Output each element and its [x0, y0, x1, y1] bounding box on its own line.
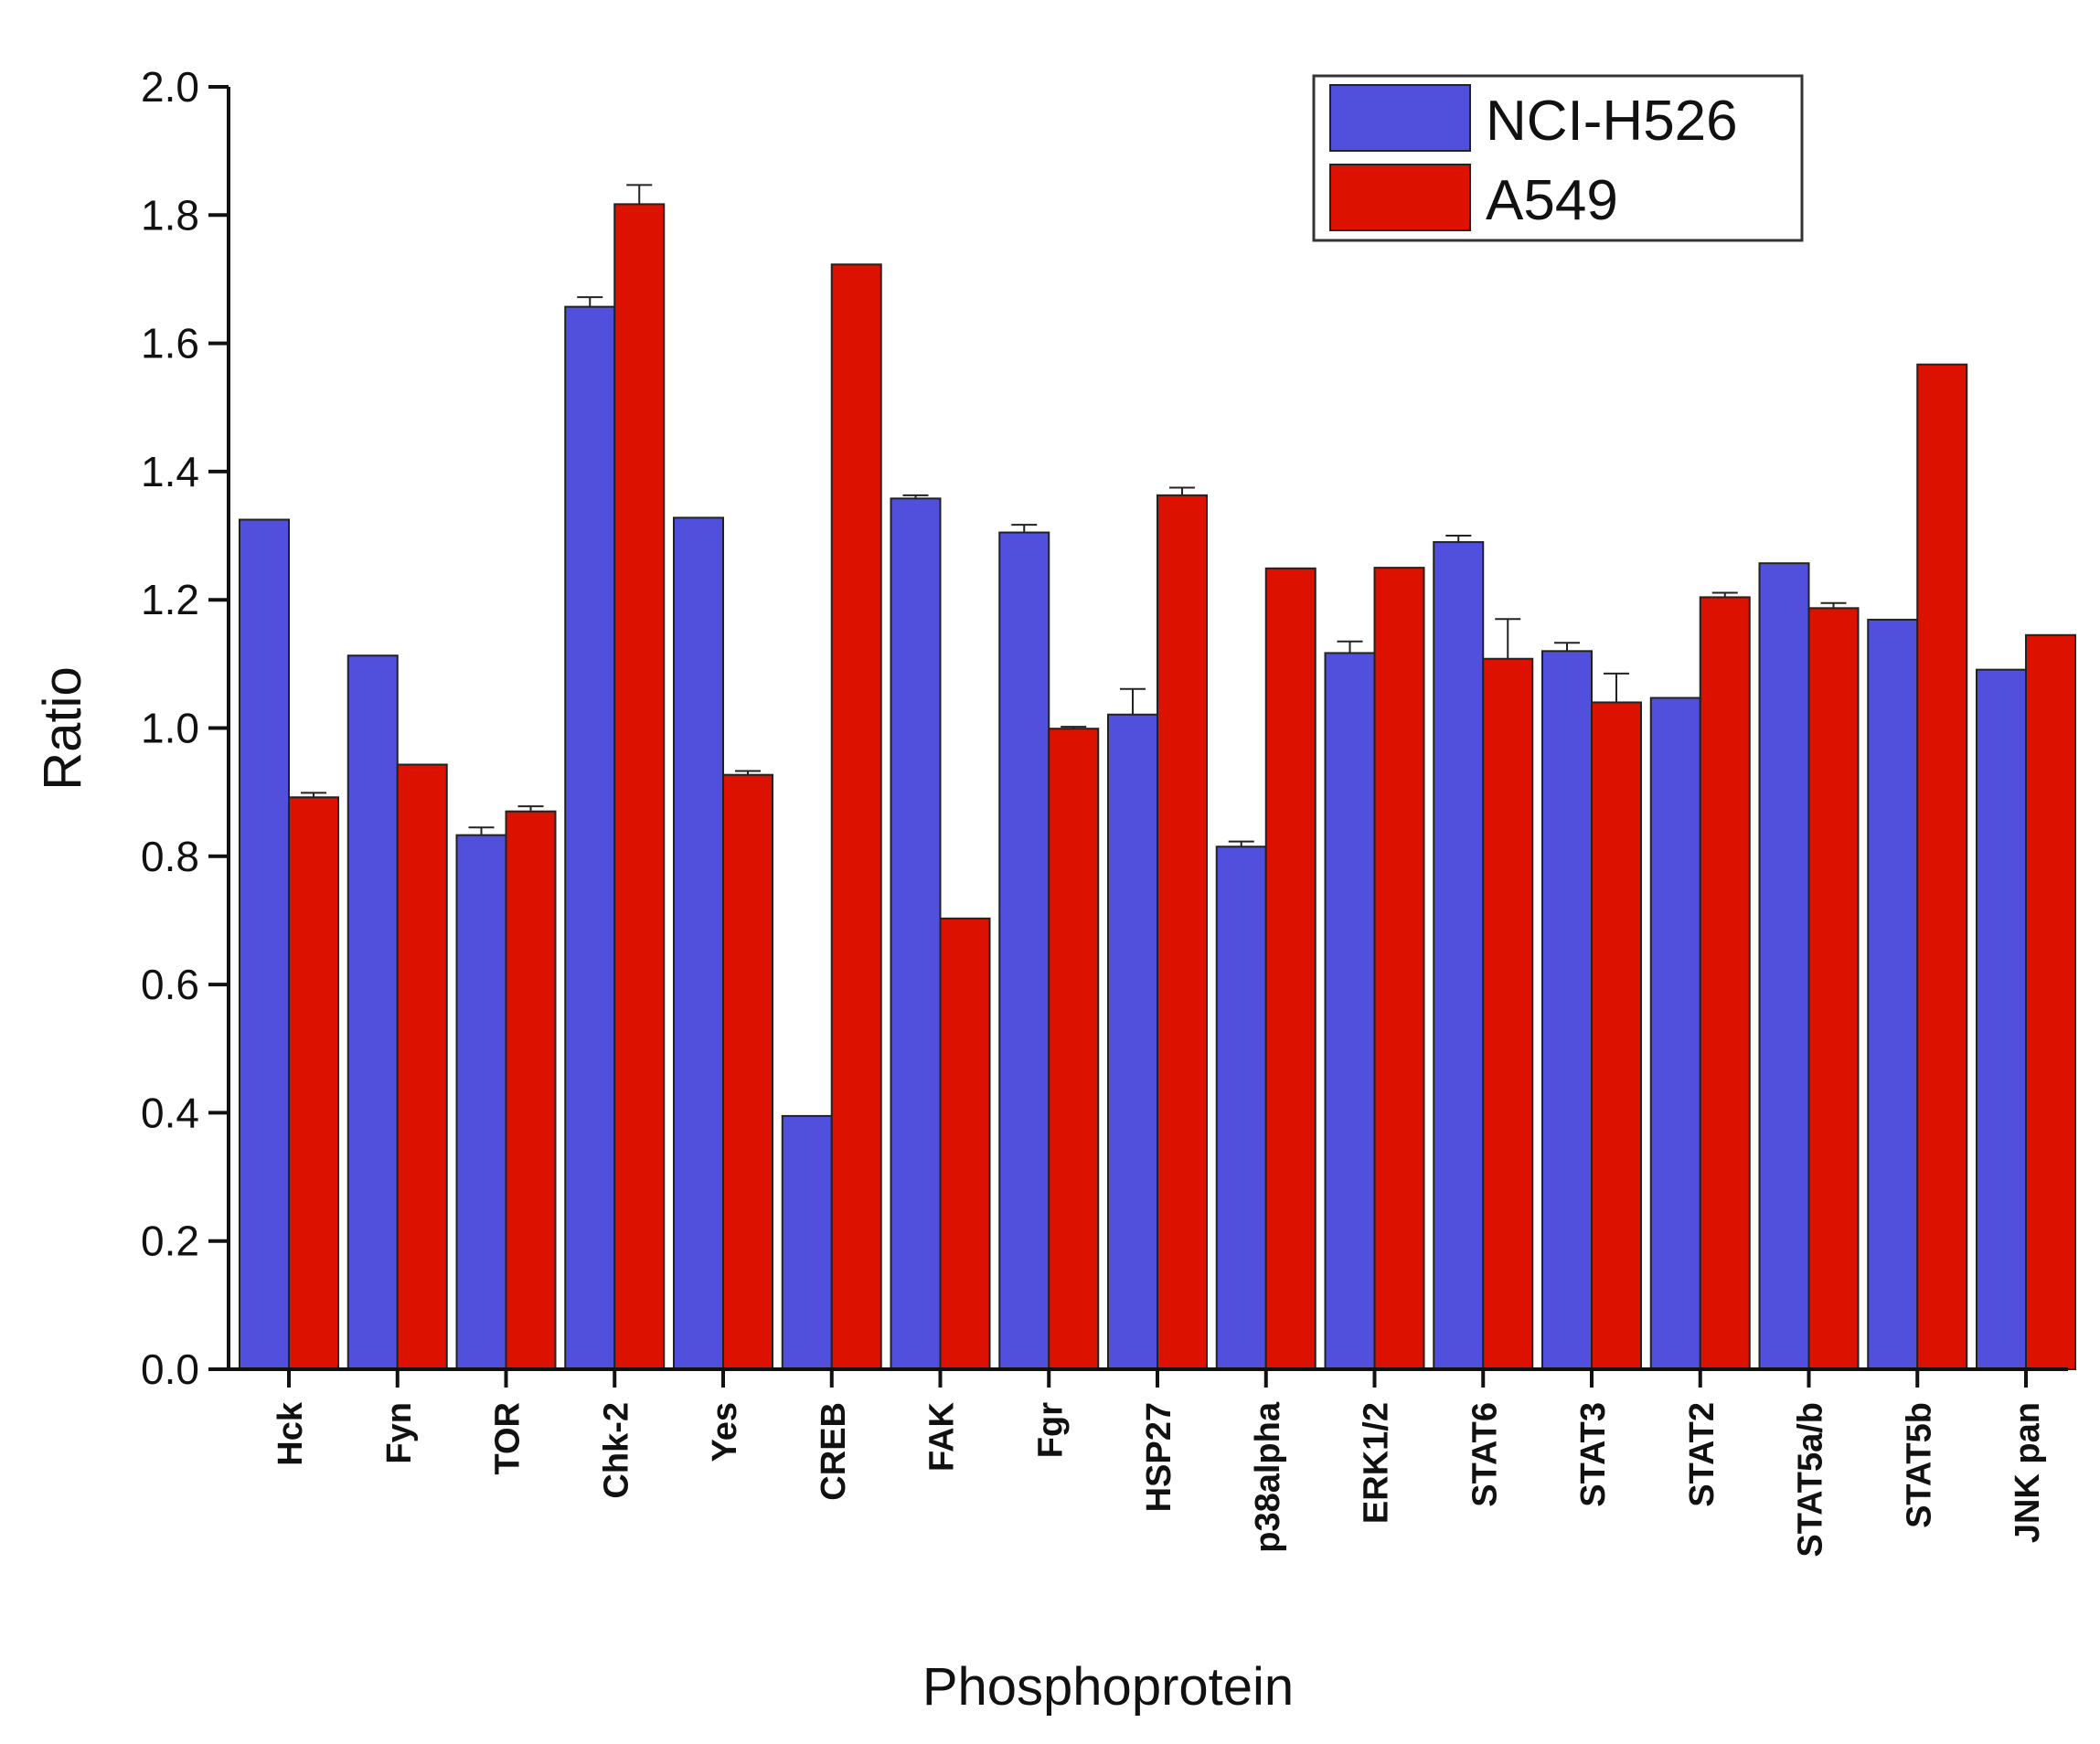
y-tick-label: 0.0 [141, 1345, 199, 1393]
bar-nci-h526-creb [781, 1114, 833, 1370]
x-tick-label: Fyn [380, 1402, 419, 1464]
bar-nci-h526-stat5a-b [1758, 562, 1810, 1370]
bar-a549-fak [939, 917, 991, 1371]
bar-nci-h526-fgr [998, 531, 1050, 1370]
y-axis-title: Ratio [33, 666, 92, 790]
x-tick-label: JNK pan [2009, 1402, 2047, 1543]
legend-label-a549: A549 [1486, 169, 1618, 232]
legend-swatch-nci-h526 [1329, 84, 1471, 152]
x-tick-label: Hck [272, 1401, 310, 1466]
bar-a549-fgr [1048, 728, 1100, 1370]
bar-nci-h526-fak [890, 497, 942, 1370]
bar-a549-hsp27 [1157, 494, 1208, 1370]
y-tick-label: 0.2 [141, 1218, 199, 1265]
bar-a549-erk1-2 [1373, 567, 1425, 1370]
x-tick-label: STAT2 [1683, 1402, 1722, 1507]
bar-a549-stat2 [1699, 596, 1751, 1370]
y-tick-label: 0.8 [141, 833, 199, 880]
x-tick-label: TOR [489, 1402, 528, 1475]
bar-nci-h526-hck [239, 518, 290, 1370]
y-tick-label: 1.6 [141, 320, 199, 367]
bar-a549-fyn [396, 763, 448, 1370]
bar-a549-chk-2 [613, 203, 666, 1370]
x-ticks: Hck Fyn TOR Chk-2 Yes CREB FAK Fgr HSP27 p38alpha… [272, 1369, 2047, 1558]
legend-swatch-a549 [1329, 164, 1471, 231]
bar-a549-stat6 [1482, 657, 1534, 1370]
x-tick-label: STAT5b [1900, 1402, 1938, 1528]
bar-nci-h526-jnk-pan [1976, 668, 2027, 1370]
y-tick-label: 0.4 [141, 1089, 199, 1136]
bar-nci-h526-stat3 [1541, 650, 1593, 1370]
bar-a549-p38alpha [1264, 567, 1316, 1370]
x-tick-label: HSP27 [1140, 1402, 1178, 1512]
x-tick-label: CREB [815, 1402, 853, 1501]
x-tick-label: STAT5a/b [1792, 1402, 1830, 1558]
bar-nci-h526-stat2 [1649, 697, 1701, 1370]
x-tick-label: STAT3 [1574, 1402, 1613, 1507]
x-tick-label: Chk-2 [597, 1402, 635, 1499]
bar-a549-creb [830, 263, 882, 1370]
bar-nci-h526-chk-2 [564, 305, 616, 1370]
bar-a549-stat5a-b [1807, 607, 1860, 1370]
x-tick-label: FAK [923, 1401, 962, 1472]
y-tick-label: 1.4 [141, 448, 199, 495]
bar-nci-h526-yes [673, 516, 724, 1370]
bar-nci-h526-stat6 [1433, 541, 1485, 1370]
x-tick-label: STAT6 [1466, 1402, 1504, 1507]
bar-a549-yes [722, 773, 773, 1370]
bar-nci-h526-fyn [346, 654, 399, 1370]
y-tick-label: 1.0 [141, 705, 199, 752]
y-tick-label: 2.0 [141, 63, 199, 111]
bar-a549-stat5b [1916, 363, 1968, 1370]
y-ticks: 0.0 0.2 0.4 0.6 0.8 1.0 1.2 1.4 1.6 1.8 2.0 [141, 63, 229, 1393]
bar-a549-stat3 [1591, 701, 1642, 1370]
bar-a549-tor [505, 810, 557, 1370]
bar-nci-h526-tor [455, 834, 507, 1370]
y-tick-label: 0.6 [141, 961, 199, 1008]
bar-a549-jnk-pan [2025, 633, 2076, 1370]
bar-a549-hck [288, 796, 339, 1370]
y-tick-label: 1.2 [141, 576, 199, 623]
bar-nci-h526-stat5b [1867, 618, 1919, 1370]
x-tick-label: ERK1/2 [1358, 1402, 1396, 1524]
x-tick-label: p38alpha [1249, 1401, 1287, 1553]
x-axis-title: Phosphoprotein [922, 1657, 1294, 1717]
legend: NCI-H526 A549 [1312, 74, 1804, 242]
x-tick-label: Yes [706, 1402, 744, 1462]
legend-label-nci-h526: NCI-H526 [1486, 90, 1738, 153]
bar-nci-h526-erk1-2 [1324, 652, 1376, 1370]
y-tick-label: 1.8 [141, 191, 199, 239]
bar-nci-h526-p38alpha [1215, 845, 1267, 1370]
x-tick-label: Fgr [1031, 1402, 1070, 1458]
bars-layer [239, 184, 2076, 1371]
bar-nci-h526-hsp27 [1107, 713, 1158, 1370]
